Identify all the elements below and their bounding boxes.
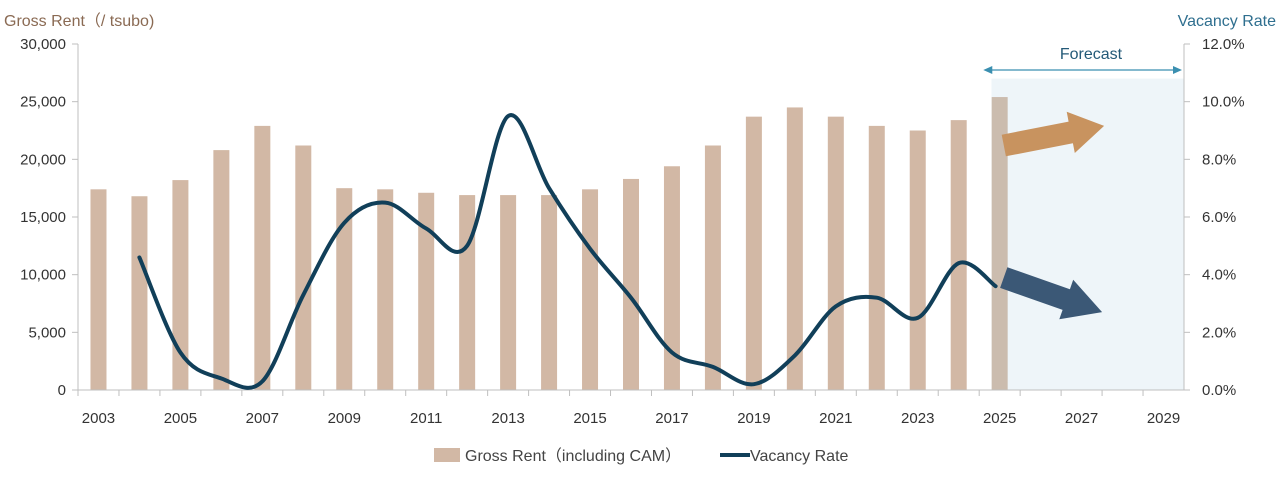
x-tick-label: 2013 xyxy=(491,410,524,427)
y-right-tick-label: 10.0% xyxy=(1202,94,1245,111)
bar-2005 xyxy=(172,180,189,390)
bar-2017 xyxy=(663,166,680,390)
x-tick-label: 2017 xyxy=(655,410,688,427)
bar-2015 xyxy=(582,189,599,390)
y-right-tick-label: 0.0% xyxy=(1202,382,1236,399)
y-left-tick-label: 20,000 xyxy=(20,151,66,168)
bar-2011 xyxy=(418,192,435,390)
vacancy-forecast-arrow-down xyxy=(1000,267,1103,320)
y-left-tick-label: 25,000 xyxy=(20,94,66,111)
x-tick-label: 2011 xyxy=(410,410,442,427)
bar-2007 xyxy=(254,125,271,391)
legend: Gross Rent（including CAM） Vacancy Rate xyxy=(434,447,849,465)
bar-2012 xyxy=(459,195,476,390)
legend-swatch-gross-rent xyxy=(434,448,460,462)
x-tick-label: 2029 xyxy=(1147,410,1180,427)
y-right-tick-label: 8.0% xyxy=(1202,151,1236,168)
bar-2016 xyxy=(623,178,639,390)
bar-2021 xyxy=(827,116,844,390)
x-tick-label: 2015 xyxy=(573,410,606,427)
bar-2003 xyxy=(90,189,107,390)
y-left-axis-title: Gross Rent（/ tsubo) xyxy=(4,12,154,30)
bar-2006 xyxy=(213,150,230,390)
y-left-tick-label: 0 xyxy=(58,382,66,399)
forecast-bracket-right-head xyxy=(1173,66,1182,74)
bar-2024 xyxy=(950,120,967,391)
legend-label-vacancy-rate: Vacancy Rate xyxy=(750,448,849,465)
y-right-tick-label: 4.0% xyxy=(1202,267,1236,284)
forecast-layer xyxy=(983,66,1184,390)
y-left-tick-label: 30,000 xyxy=(20,36,66,53)
y-right-tick-label: 12.0% xyxy=(1202,36,1245,53)
rent-forecast-arrow-up xyxy=(1001,111,1105,157)
forecast-bracket-left-head xyxy=(983,66,993,74)
bar-2008 xyxy=(295,145,312,390)
x-tick-label: 2023 xyxy=(901,410,934,427)
x-tick-label: 2007 xyxy=(246,410,279,427)
bar-2004 xyxy=(131,196,148,390)
x-tick-label: 2025 xyxy=(983,410,1016,427)
bar-2025 xyxy=(991,97,1008,390)
arrow-layer xyxy=(1000,111,1105,320)
x-tick-label: 2021 xyxy=(819,410,852,427)
bar-2020 xyxy=(786,107,803,390)
x-tick-label: 2005 xyxy=(164,410,197,427)
line-layer xyxy=(137,113,998,390)
legend-label-gross-rent: Gross Rent（including CAM） xyxy=(465,447,681,465)
bar-2018 xyxy=(704,145,721,390)
x-tick-label: 2009 xyxy=(328,410,361,427)
bar-2014 xyxy=(541,195,558,390)
bar-2013 xyxy=(500,195,517,390)
x-tick-label: 2027 xyxy=(1065,410,1098,427)
axes-layer: 0 5,000 10,000 15,000 20,000 25,000 30,000 0.0%… xyxy=(20,36,1244,427)
vacancy-rate-line xyxy=(137,113,998,390)
y-right-tick-label: 6.0% xyxy=(1202,209,1236,226)
bar-2022 xyxy=(868,125,885,391)
y-right-tick-label: 2.0% xyxy=(1202,324,1236,341)
y-left-tick-label: 15,000 xyxy=(20,209,66,226)
y-left-tick-label: 5,000 xyxy=(28,324,66,341)
bars-layer xyxy=(90,97,1008,391)
y-left-tick-label: 10,000 xyxy=(20,267,66,284)
y-right-axis-title: Vacancy Rate xyxy=(1178,13,1277,30)
bar-2019 xyxy=(745,116,762,390)
x-tick-label: 2019 xyxy=(737,410,770,427)
bar-2009 xyxy=(336,188,353,390)
forecast-label: Forecast xyxy=(1060,46,1123,63)
bar-2023 xyxy=(909,130,926,390)
x-tick-label: 2003 xyxy=(82,410,115,427)
bar-2010 xyxy=(377,189,394,390)
